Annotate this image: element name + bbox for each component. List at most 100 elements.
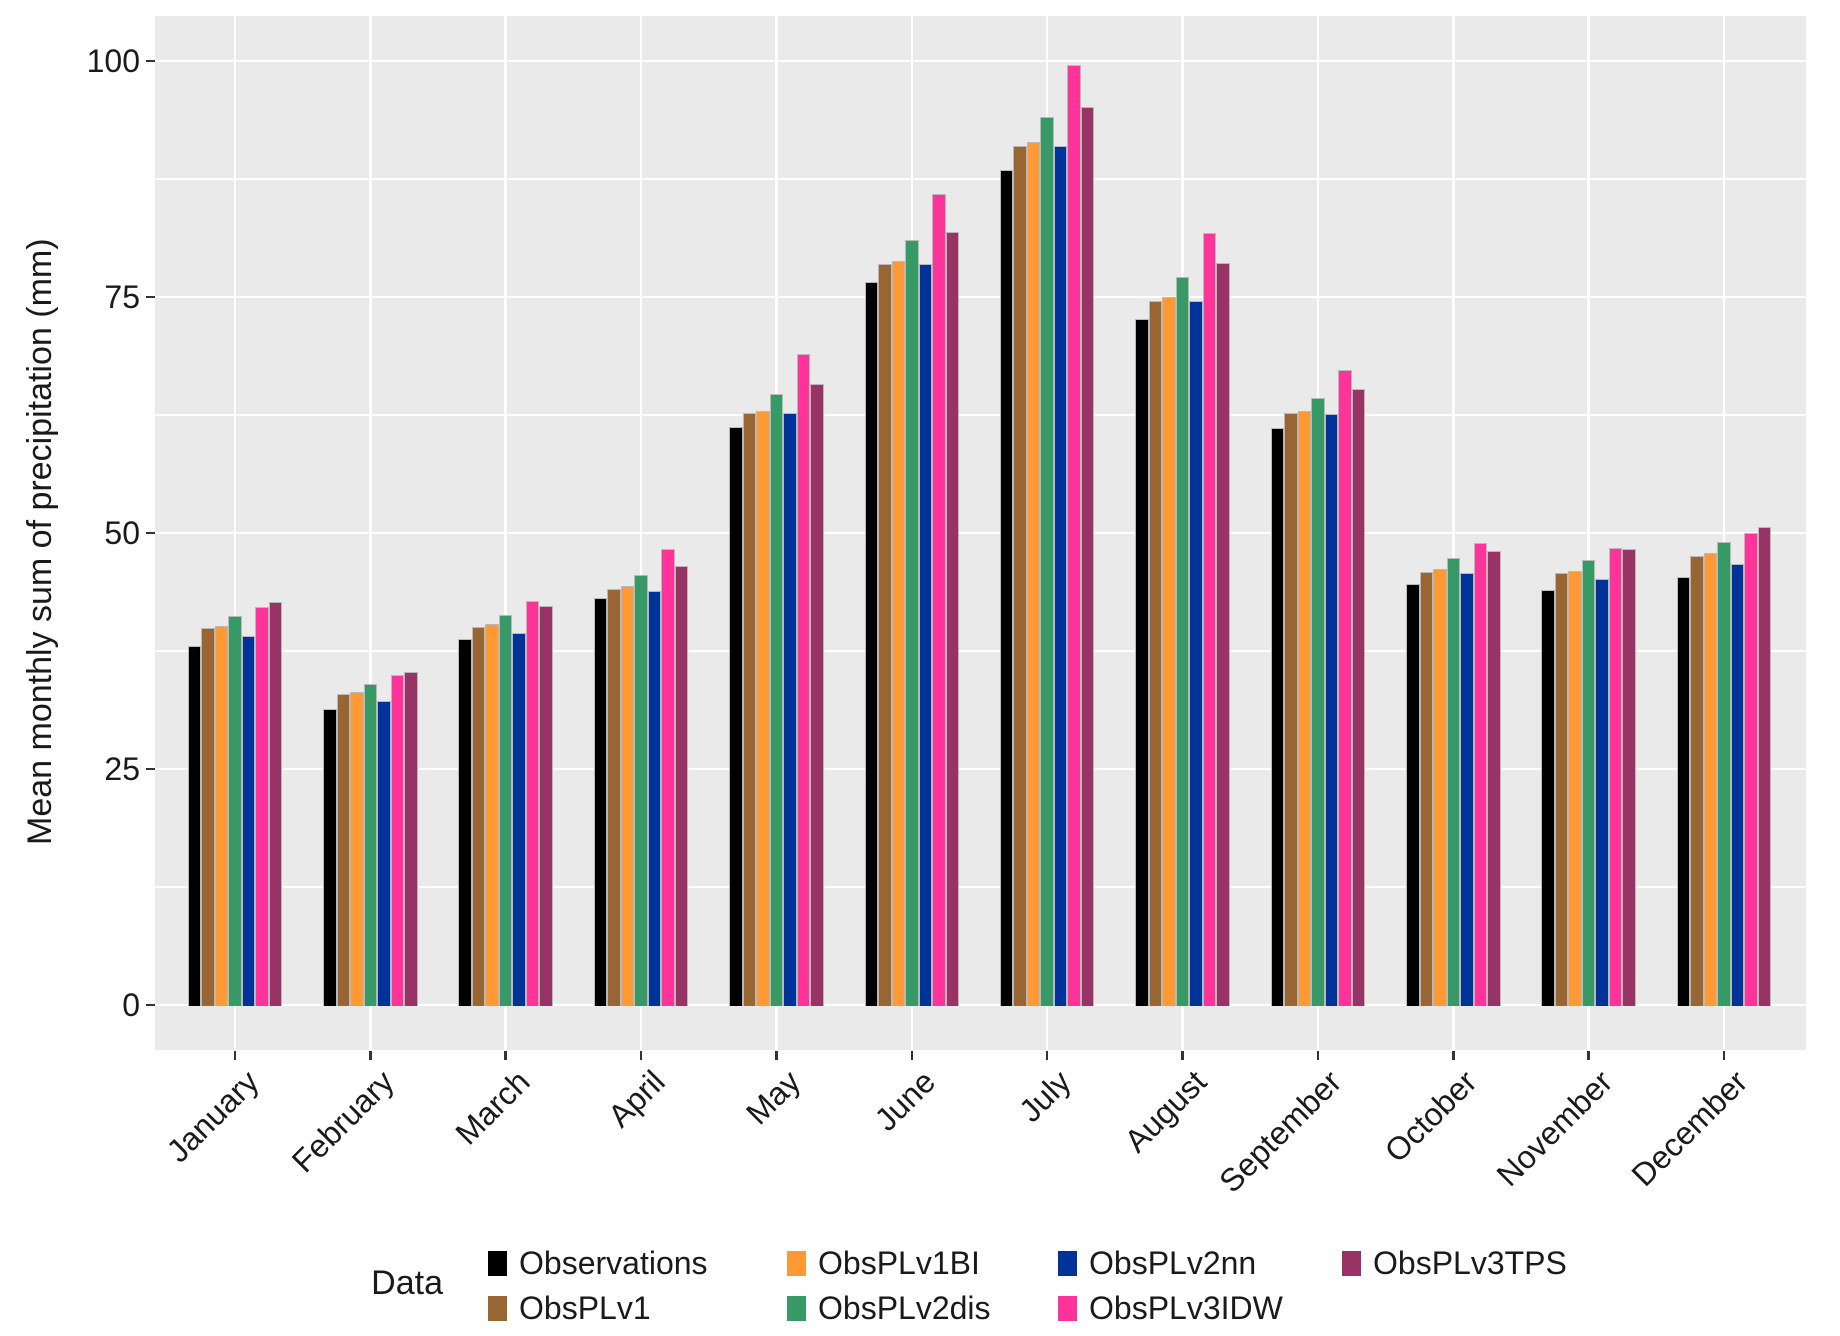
- bar-obsplv3tps-december: [1757, 527, 1772, 1006]
- bar-observations-march: [458, 638, 472, 1006]
- gridline-minor-h: [155, 886, 1806, 888]
- bar-observations-may: [729, 427, 743, 1006]
- legend-label: ObsPLv3TPS: [1373, 1245, 1567, 1281]
- bar-obsplv3idw-june: [932, 194, 946, 1006]
- bar-obsplv1bi-november: [1568, 570, 1582, 1006]
- gridline-minor-h: [155, 178, 1806, 180]
- bar-observations-july: [999, 169, 1014, 1006]
- bar-obsplv3idw-december: [1744, 533, 1758, 1006]
- legend-key-obsplv3tps: [1342, 1250, 1361, 1276]
- bar-obsplv1bi-february: [350, 691, 364, 1006]
- bar-obsplv1-november: [1554, 572, 1569, 1006]
- bar-obsplv1bi-march: [485, 623, 499, 1006]
- legend-key-obsplv2nn: [1058, 1250, 1077, 1276]
- bar-obsplv2nn-august: [1189, 300, 1203, 1006]
- x-axis-tick: [1722, 1051, 1726, 1060]
- x-axis-tick: [369, 1051, 372, 1060]
- legend-item-obsplv2dis: ObsPLv2dis: [787, 1291, 991, 1325]
- gridline-major-h: [155, 59, 1806, 63]
- bar-observations-april: [593, 598, 608, 1006]
- bar-obsplv2nn-november: [1595, 579, 1609, 1006]
- bar-observations-february: [323, 708, 337, 1006]
- bar-obsplv2dis-december: [1717, 542, 1731, 1006]
- gridline-minor-h: [155, 650, 1806, 652]
- bar-obsplv1-june: [878, 263, 892, 1006]
- legend-label: Observations: [519, 1245, 708, 1281]
- bar-obsplv2dis-august: [1175, 277, 1190, 1006]
- bar-obsplv2nn-june: [918, 263, 933, 1006]
- legend-item-obsplv3tps: ObsPLv3TPS: [1342, 1246, 1567, 1280]
- legend-key-obsplv3idw: [1058, 1295, 1077, 1321]
- bar-obsplv2dis-november: [1581, 560, 1596, 1006]
- bar-obsplv3tps-july: [1080, 107, 1095, 1006]
- gridline-major-h: [155, 295, 1806, 299]
- gridline-v: [1722, 16, 1726, 1050]
- bar-obsplv1-april: [607, 588, 621, 1006]
- bar-obsplv1bi-july: [1026, 142, 1041, 1006]
- bar-obsplv1bi-january: [214, 626, 229, 1006]
- bar-obsplv2dis-july: [1040, 116, 1054, 1006]
- legend-label: ObsPLv2dis: [818, 1290, 991, 1326]
- bar-obsplv3tps-april: [674, 566, 689, 1006]
- bar-obsplv2nn-september: [1324, 414, 1339, 1006]
- x-axis-tick: [639, 1051, 643, 1060]
- gridline-major-h: [155, 767, 1806, 771]
- legend-item-obsplv3idw: ObsPLv3IDW: [1058, 1291, 1283, 1325]
- bar-obsplv3idw-may: [796, 353, 811, 1006]
- bar-obsplv1-august: [1148, 300, 1163, 1006]
- bar-obsplv3tps-january: [268, 601, 283, 1006]
- legend-key-observations: [488, 1250, 507, 1276]
- x-axis-tick: [1316, 1051, 1320, 1060]
- bar-obsplv2nn-february: [377, 701, 391, 1006]
- legend-key-obsplv2dis: [787, 1295, 806, 1321]
- gridline-v: [233, 16, 237, 1050]
- legend-label: ObsPLv2nn: [1089, 1245, 1257, 1281]
- bar-obsplv2nn-january: [241, 635, 256, 1006]
- legend-item-obsplv1: ObsPLv1: [488, 1291, 651, 1325]
- bar-obsplv1bi-october: [1433, 568, 1447, 1006]
- y-tick-label: 25: [104, 751, 140, 787]
- legend-item-obsplv1bi: ObsPLv1BI: [787, 1246, 980, 1280]
- bar-obsplv1-february: [336, 694, 351, 1006]
- bar-observations-october: [1406, 583, 1420, 1006]
- legend-label: ObsPLv1: [519, 1290, 651, 1326]
- gridline-major-h: [155, 531, 1806, 535]
- bar-obsplv1bi-december: [1703, 552, 1718, 1006]
- y-tick-label: 50: [104, 515, 140, 551]
- bar-obsplv2dis-april: [634, 574, 648, 1006]
- bar-obsplv3idw-august: [1202, 232, 1217, 1006]
- bar-obsplv3tps-october: [1487, 550, 1501, 1006]
- bar-obsplv3idw-september: [1338, 369, 1352, 1006]
- bar-obsplv2nn-march: [512, 633, 526, 1006]
- bar-obsplv3tps-may: [810, 383, 824, 1006]
- gridline-v: [504, 16, 507, 1050]
- bar-obsplv3tps-june: [945, 231, 960, 1006]
- x-axis-tick: [910, 1051, 914, 1060]
- bar-observations-september: [1270, 428, 1285, 1006]
- bar-obsplv1-october: [1419, 571, 1434, 1006]
- bar-obsplv1-march: [471, 627, 486, 1006]
- y-axis-tick: [146, 59, 155, 63]
- bar-obsplv2dis-june: [905, 240, 919, 1006]
- y-axis-tick: [146, 531, 155, 535]
- x-axis-tick: [1587, 1051, 1590, 1060]
- bar-obsplv1bi-april: [620, 585, 635, 1006]
- bar-obsplv3idw-november: [1608, 548, 1623, 1006]
- bar-obsplv2dis-may: [769, 394, 784, 1006]
- bar-obsplv1bi-may: [756, 411, 770, 1006]
- gridline-v: [1587, 16, 1590, 1050]
- gridline-major-h: [155, 1003, 1806, 1007]
- bar-obsplv3idw-january: [255, 606, 269, 1006]
- legend-key-obsplv1bi: [787, 1250, 806, 1276]
- bar-obsplv3idw-july: [1067, 64, 1081, 1006]
- y-axis-tick: [146, 767, 155, 771]
- y-tick-label: 75: [104, 279, 140, 315]
- legend-label: ObsPLv1BI: [818, 1245, 980, 1281]
- bar-obsplv2dis-january: [228, 616, 242, 1006]
- bar-obsplv1bi-september: [1297, 411, 1312, 1006]
- bar-obsplv2nn-december: [1730, 564, 1745, 1006]
- bar-obsplv1-december: [1690, 555, 1704, 1006]
- bar-obsplv2dis-march: [498, 615, 513, 1006]
